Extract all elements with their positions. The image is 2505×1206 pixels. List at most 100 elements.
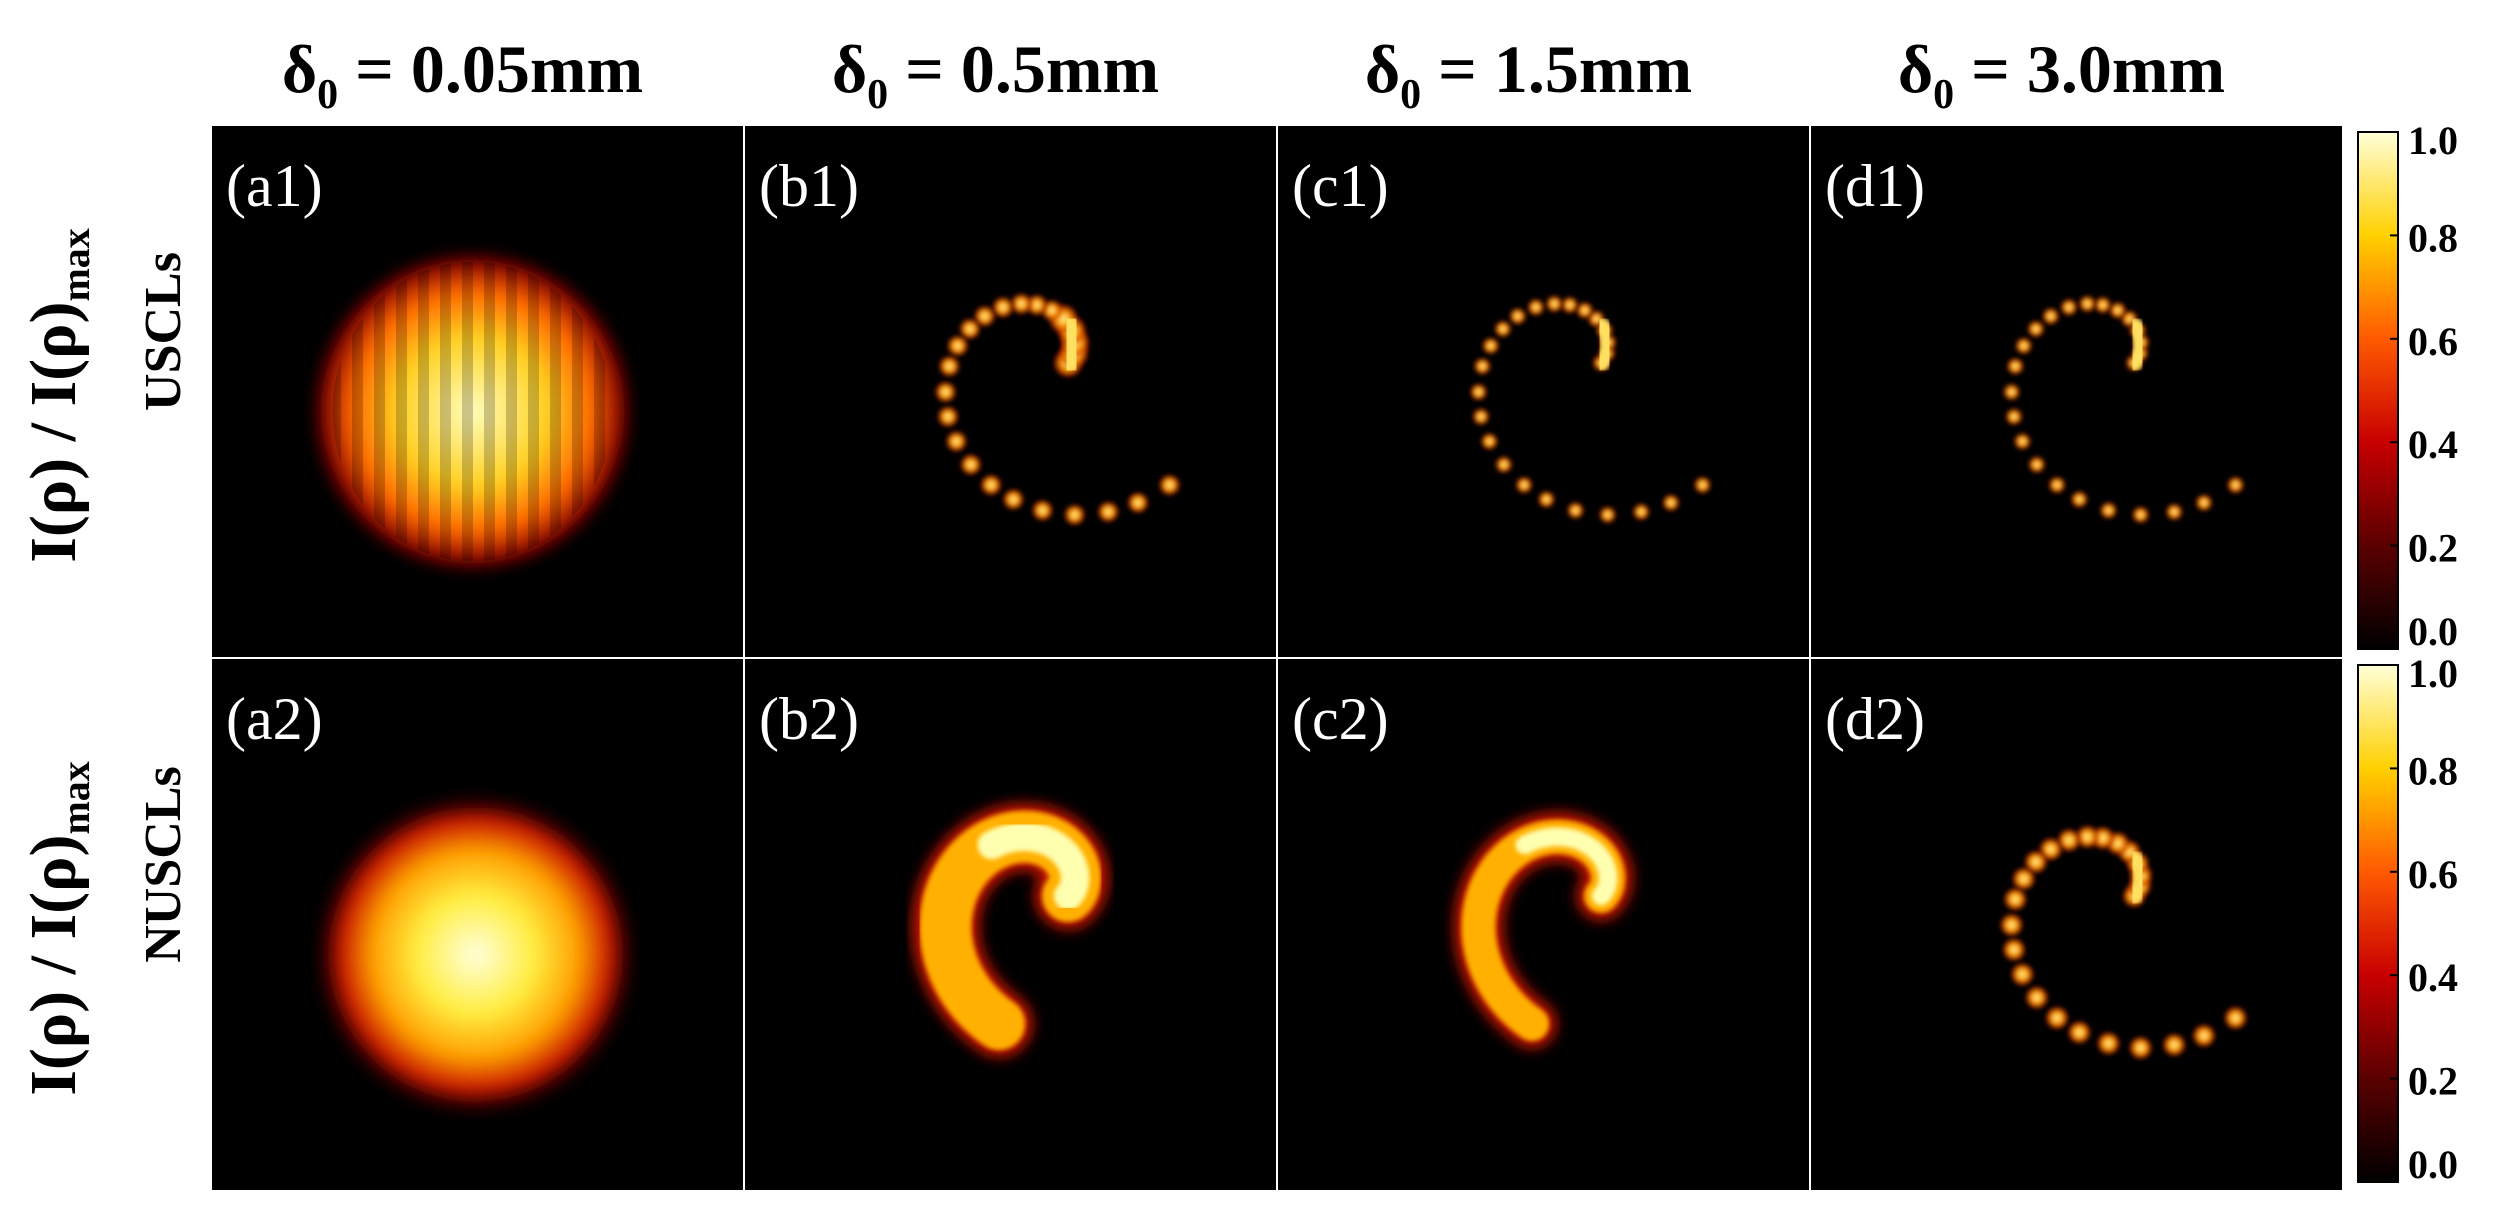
spiral-dot	[1509, 308, 1526, 325]
spiral-dot	[2076, 825, 2099, 848]
spiral-dot	[2109, 302, 2126, 319]
column-title-symbol: δ	[832, 31, 867, 107]
spiral-dot	[1159, 475, 1180, 496]
spiral-hook	[1593, 317, 1617, 371]
spiral-dot	[2060, 299, 2077, 316]
spiral-dot	[2129, 1036, 2152, 1059]
colorbar-gradient	[2357, 664, 2399, 1183]
colorbar-tick-label: 0.2	[2408, 526, 2458, 571]
spiral-dot	[2024, 850, 2047, 873]
intensity-spot	[310, 789, 641, 1120]
spiral-dot	[2028, 456, 2045, 473]
panel: (c1)	[1278, 126, 1809, 657]
column-title-symbol: δ	[1898, 31, 1933, 107]
spiral-dot	[1633, 503, 1650, 520]
spiral-dot	[2192, 1024, 2215, 1047]
spiral-dot	[1026, 295, 1047, 316]
panel-label: (b1)	[759, 153, 859, 219]
spiral-dot	[1011, 293, 1032, 314]
spiral-dot	[1567, 502, 1584, 519]
spiral-dot	[2071, 491, 2088, 508]
spiral-dot	[2000, 914, 2023, 937]
spiral-core	[977, 822, 1090, 911]
colorbar: 1.0 0.8 0.6 0.4 0.2 0.0	[2357, 651, 2458, 1187]
colorbar-tick-label: 0.4	[2408, 422, 2458, 467]
row-quantity-label: I(ρ) / I(ρ)max	[17, 228, 98, 563]
spiral-dot	[2046, 1006, 2069, 1029]
column-title-symbol: δ	[1365, 31, 1400, 107]
spiral-dot	[1032, 500, 1053, 521]
column-title-value: = 0.5mm	[888, 31, 1159, 107]
spiral-dot	[935, 382, 956, 403]
spiral-hook	[2126, 317, 2150, 371]
panel-background	[1278, 659, 1809, 1190]
spiral-dot	[992, 297, 1013, 318]
colorbar-tick-label: 0.6	[2408, 319, 2458, 364]
panel-label: (d2)	[1825, 686, 1925, 752]
colorbar-tick-label: 0.4	[2408, 955, 2458, 1000]
spiral-dot	[2097, 1032, 2120, 1055]
panel-background	[1811, 659, 2342, 1190]
row-quantity-text: I(ρ) / I(ρ)	[17, 302, 90, 563]
colorbar-gradient	[2357, 131, 2399, 650]
spiral-dot	[2094, 297, 2111, 314]
panel-label: (d1)	[1825, 153, 1925, 219]
spiral-dot	[2039, 838, 2062, 861]
column-title-subscript: 0	[1400, 72, 1421, 118]
spiral-dot	[947, 335, 968, 356]
row-quantity-label: I(ρ) / I(ρ)max	[17, 761, 98, 1096]
colorbar-tick-label: 0.0	[2408, 1142, 2458, 1187]
spiral-dot	[1662, 494, 1679, 511]
panel-label: (a2)	[226, 686, 323, 752]
spiral-dot	[1474, 358, 1491, 375]
spiral-dot	[937, 406, 958, 427]
column-title: δ0 = 3.0mm	[1898, 31, 2225, 118]
colorbars: 1.00.80.60.40.20.01.00.80.60.40.20.0	[2357, 118, 2458, 1187]
column-title-subscript: 0	[1933, 72, 1954, 118]
panel-background	[745, 126, 1276, 657]
row-quantity-subscript: max	[53, 761, 98, 834]
panel-label: (a1)	[226, 153, 323, 219]
panel: (c2)	[1278, 659, 1809, 1190]
spiral-dot	[2002, 938, 2025, 961]
panel-grid: (a1) (b1) (c1) (d1) (a2) (b2) (c2) (d2)	[212, 126, 2342, 1190]
colorbar-tick-label: 1.0	[2408, 118, 2458, 163]
colorbar-tick-label: 0.0	[2408, 609, 2458, 654]
column-title-subscript: 0	[867, 72, 888, 118]
spiral-dot	[2014, 433, 2031, 450]
row-name-label: NUSCLs	[135, 766, 192, 963]
panel: (d1)	[1811, 126, 2342, 657]
spiral-hook	[2126, 850, 2150, 904]
panel-label: (b2)	[759, 686, 859, 752]
spiral-dot	[1561, 297, 1578, 314]
spiral-dot	[1516, 476, 1533, 493]
spiral-dot	[960, 454, 981, 475]
panel: (a2)	[212, 659, 743, 1190]
row-quantity-subscript: max	[53, 228, 98, 301]
panel-label: (c2)	[1292, 686, 1389, 752]
spiral-dot	[1495, 456, 1512, 473]
spiral-dot	[1527, 299, 1544, 316]
spiral-dot	[2132, 506, 2149, 523]
column-title-value: = 0.05mm	[338, 31, 643, 107]
row-name-label: USCLs	[135, 252, 192, 411]
spiral-dot	[2025, 986, 2048, 1009]
spiral-dot	[2027, 320, 2044, 337]
panel-label: (c1)	[1292, 153, 1389, 219]
column-title: δ0 = 0.5mm	[832, 31, 1159, 118]
colorbar-tick-label: 0.6	[2408, 852, 2458, 897]
spiral-dot	[1538, 491, 1555, 508]
spiral-hook	[1057, 314, 1087, 374]
spiral-dot	[1694, 477, 1711, 494]
spiral-dot	[1481, 433, 1498, 450]
spiral-dot	[1599, 506, 1616, 523]
column-title-subscript: 0	[317, 72, 338, 118]
spiral-dot	[1494, 320, 1511, 337]
spiral-dot	[2195, 494, 2212, 511]
spiral-dot	[2005, 408, 2022, 425]
spiral-dot	[2227, 477, 2244, 494]
spiral-dot	[981, 474, 1002, 495]
spiral-dot	[1576, 302, 1593, 319]
spiral-dot	[2042, 308, 2059, 325]
